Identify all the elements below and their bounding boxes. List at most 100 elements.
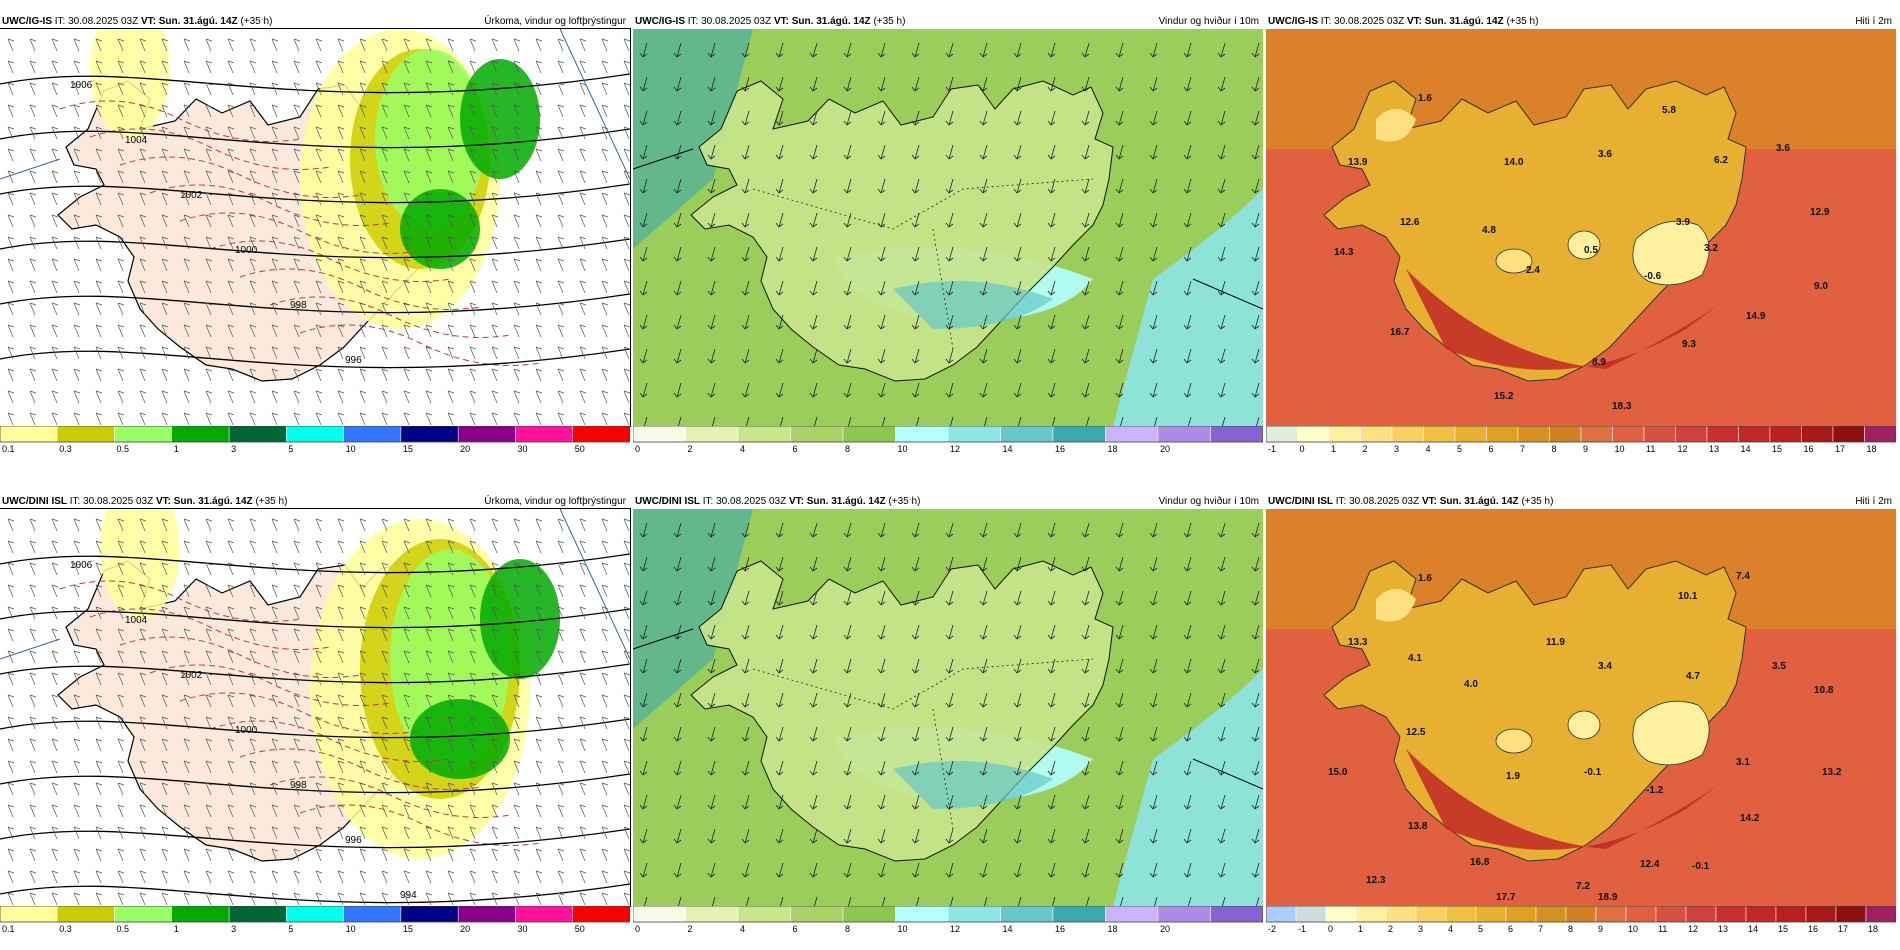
valid-time: Sun. 31.ágú. 14Z bbox=[158, 16, 238, 27]
temp-label: 4.0 bbox=[1464, 679, 1478, 690]
colorbar-swatch bbox=[1210, 426, 1263, 443]
temp-label: 14.3 bbox=[1334, 247, 1354, 258]
colorbar-swatch bbox=[1052, 426, 1106, 443]
temp-label: 9.3 bbox=[1682, 339, 1696, 350]
valid-time: Sun. 31.ágú. 14Z bbox=[1439, 496, 1519, 507]
colorbar-swatch bbox=[1266, 906, 1297, 923]
model-name: UWC/DINI ISL bbox=[635, 496, 700, 507]
colorbar-label: 18 bbox=[1868, 924, 1878, 934]
precip-map: 1006 1004 1002 1000 998 996 994 bbox=[0, 508, 631, 907]
colorbar-label: 20 bbox=[1160, 924, 1170, 934]
temp-label: 13.8 bbox=[1408, 821, 1428, 832]
temp-label: 12.5 bbox=[1406, 727, 1426, 738]
temp-label: 6.2 bbox=[1714, 155, 1728, 166]
colorbar-label: 20 bbox=[1160, 444, 1170, 454]
it-label: IT: bbox=[687, 16, 699, 27]
colorbar-label: 0 bbox=[635, 924, 640, 934]
precip-map: 1006 1004 1002 1000 998 996 bbox=[0, 28, 631, 427]
temp-label: 12.3 bbox=[1366, 875, 1386, 886]
isobar-label: 996 bbox=[345, 835, 362, 846]
vt-label: VT: bbox=[155, 496, 171, 507]
colorbar-swatch bbox=[1715, 906, 1747, 923]
colorbar-swatch bbox=[515, 906, 573, 923]
colorbar-swatch bbox=[1445, 906, 1477, 923]
colorbar-label: 8 bbox=[1568, 924, 1573, 934]
colorbar-swatch bbox=[1517, 426, 1550, 443]
temp-map: 1.6 10.1 7.4 13.3 4.1 11.9 3.4 4.7 3.5 10.8 4.0 12.… bbox=[1266, 509, 1896, 906]
colorbar-label: 10 bbox=[1628, 924, 1638, 934]
isobar-label: 1004 bbox=[125, 615, 148, 626]
colorbar-swatch bbox=[1805, 906, 1837, 923]
temp-label: 1.6 bbox=[1418, 573, 1432, 584]
colorbar-label: 18 bbox=[1867, 444, 1877, 454]
model-name: UWC/DINI ISL bbox=[2, 496, 67, 507]
temp-colorbar: -1012345678910111213141516171819 bbox=[1266, 426, 1896, 454]
isobar-label: 1006 bbox=[70, 560, 93, 571]
colorbar-label: 15 bbox=[1778, 924, 1788, 934]
temp-label: 14.9 bbox=[1746, 311, 1766, 322]
colorbar-swatch bbox=[57, 906, 115, 923]
colorbar-swatch bbox=[57, 426, 115, 443]
temp-label: 4.1 bbox=[1408, 653, 1422, 664]
colorbar-swatch bbox=[737, 906, 791, 923]
temp-label: 16.8 bbox=[1470, 857, 1490, 868]
temp-label: 9.0 bbox=[1814, 281, 1828, 292]
colorbar-label: 9 bbox=[1598, 924, 1603, 934]
colorbar-swatch bbox=[1801, 426, 1834, 443]
colorbar-label: 8 bbox=[845, 444, 850, 454]
colorbar-swatch bbox=[1423, 426, 1456, 443]
colorbar-label: 20 bbox=[460, 924, 470, 934]
colorbar-swatch bbox=[1675, 426, 1708, 443]
colorbar-swatch bbox=[1415, 906, 1447, 923]
colorbar-label: 3 bbox=[231, 924, 236, 934]
temp-label: 12.9 bbox=[1810, 207, 1830, 218]
colorbar-label: 1 bbox=[1331, 444, 1336, 454]
colorbar-swatch bbox=[1157, 906, 1211, 923]
colorbar-swatch bbox=[1295, 906, 1327, 923]
temp-map: 1.6 5.8 13.9 14.0 3.6 6.2 3.6 12.9 12.6 4.8 3.9 14.… bbox=[1266, 29, 1896, 426]
colorbar-swatch bbox=[1775, 906, 1807, 923]
temp-label: -0.1 bbox=[1584, 767, 1602, 778]
colorbar-label: 12 bbox=[1688, 924, 1698, 934]
colorbar-label: 8 bbox=[1552, 444, 1557, 454]
colorbar-label: 0.1 bbox=[2, 924, 15, 934]
it-label: IT: bbox=[54, 16, 66, 27]
colorbar-swatch bbox=[286, 426, 344, 443]
panel-title: Vindur og hviður í 10m bbox=[1158, 496, 1259, 507]
colorbar-label: 6 bbox=[793, 924, 798, 934]
colorbar-swatch bbox=[114, 906, 173, 923]
colorbar-label: 16 bbox=[1055, 444, 1065, 454]
colorbar-swatch bbox=[947, 906, 1001, 923]
colorbar-label: 0 bbox=[1328, 924, 1333, 934]
colorbar-swatch bbox=[1328, 426, 1361, 443]
temp-label: 7.2 bbox=[1576, 881, 1590, 892]
colorbar-swatch bbox=[1612, 426, 1645, 443]
colorbar-swatch bbox=[685, 906, 739, 923]
colorbar-swatch bbox=[1832, 426, 1865, 443]
temp-label: 0.5 bbox=[1584, 245, 1598, 256]
colorbar-swatch bbox=[1535, 906, 1567, 923]
colorbar-label: 4 bbox=[1426, 444, 1431, 454]
it-label: IT: bbox=[702, 496, 714, 507]
colorbar-label: 2 bbox=[688, 924, 693, 934]
model-name: UWC/IG-IS bbox=[1268, 16, 1318, 27]
colorbar-swatch bbox=[1738, 426, 1771, 443]
valid-time: Sun. 31.ágú. 14Z bbox=[1424, 16, 1504, 27]
colorbar-label: 12 bbox=[950, 924, 960, 934]
temp-label: 3.6 bbox=[1776, 143, 1790, 154]
colorbar-label: 2 bbox=[688, 444, 693, 454]
colorbar-label: 0.5 bbox=[117, 924, 130, 934]
colorbar-swatch bbox=[1052, 906, 1106, 923]
colorbar-swatch bbox=[1454, 426, 1487, 443]
temp-label: 3.9 bbox=[1676, 217, 1690, 228]
it-label: IT: bbox=[1320, 16, 1332, 27]
temp-colorbar: -2-1012345678910111213141516171819 bbox=[1266, 906, 1896, 934]
colorbar-label: 13 bbox=[1718, 924, 1728, 934]
colorbar-swatch bbox=[1835, 906, 1867, 923]
panel-ig-precip: UWC/IG-IS IT: 30.08.2025 03Z VT: Sun. 31… bbox=[0, 15, 631, 468]
panel-title: Hiti í 2m bbox=[1855, 16, 1892, 27]
temp-label: 15.2 bbox=[1494, 391, 1514, 402]
colorbar-label: 15 bbox=[1772, 444, 1782, 454]
colorbar-swatch bbox=[0, 906, 58, 923]
colorbar-label: 0.1 bbox=[2, 444, 15, 454]
